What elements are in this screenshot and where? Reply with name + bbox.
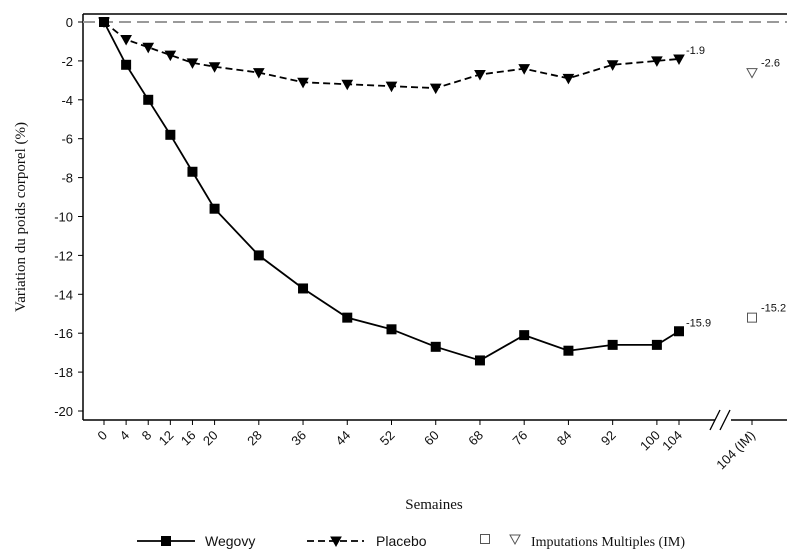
wegovy-point: [165, 129, 176, 140]
placebo-point: [673, 54, 685, 65]
placebo-point: [606, 60, 619, 71]
wegovy-point: [563, 345, 574, 356]
x-tick-label: 20: [200, 428, 221, 449]
legend-placebo-marker: [330, 536, 342, 548]
x-tick-label: 8: [139, 428, 155, 444]
placebo-point: [297, 77, 309, 89]
placebo-point: [429, 83, 442, 95]
legend-im-label: Imputations Multiples (IM): [531, 535, 685, 549]
placebo-point: [518, 64, 531, 75]
labels-group: -15.9 -1.9 -15.2 -2.6: [686, 45, 786, 329]
y-tick-label: -6: [61, 132, 73, 147]
x-tick-label: 100: [637, 428, 663, 454]
wegovy-point: [674, 326, 684, 337]
placebo-point: [164, 50, 177, 62]
y-tick-label: -16: [54, 326, 73, 341]
x-tick-label: 36: [288, 428, 309, 449]
placebo-end-label: -1.9: [686, 45, 705, 57]
wegovy-point: [298, 283, 309, 294]
wegovy-point: [253, 250, 264, 261]
y-axis-title: Variation du poids corporel (%): [13, 122, 29, 312]
y-tick-label: -12: [54, 248, 73, 263]
wegovy-point: [209, 203, 220, 214]
y-tick-label: -10: [54, 210, 73, 225]
series-group: [98, 17, 758, 366]
x-tick-label: 16: [178, 428, 199, 449]
y-tick-label: -8: [61, 171, 73, 186]
x-tick-label: 0: [94, 428, 110, 444]
placebo-point: [142, 42, 155, 54]
placebo-point: [341, 79, 354, 91]
wegovy-point: [386, 324, 397, 335]
wegovy-point: [121, 59, 132, 70]
legend-placebo-label: Placebo: [376, 533, 427, 549]
wegovy-im-label: -15.2: [761, 303, 786, 315]
x-tick-label: 28: [244, 428, 265, 449]
y-tick-label: 0: [66, 15, 73, 30]
placebo-im-label: -2.6: [761, 58, 780, 70]
x-tick-label-im: 104 (IM): [713, 428, 758, 473]
axes: 0-2-4-6-8-10-12-14-16-18-200 4 8 12 16 20 28 36…: [13, 13, 787, 513]
wegovy-point: [430, 341, 441, 352]
legend-wegovy-marker: [161, 536, 171, 546]
placebo-point: [98, 17, 110, 29]
legend-im-square-marker: [480, 534, 490, 544]
y-tick-label: -4: [61, 93, 73, 108]
y-tick-label: -2: [61, 54, 73, 69]
y-tick-label: -14: [54, 287, 73, 302]
y-tick-label: -20: [54, 404, 73, 419]
y-tick-label: -18: [54, 365, 73, 380]
x-tick-label: 60: [421, 428, 442, 449]
x-tick-label: 4: [117, 428, 133, 444]
placebo-point: [474, 70, 486, 81]
placebo-point: [252, 68, 265, 79]
wegovy-end-label: -15.9: [686, 317, 711, 329]
x-tick-label: 104: [659, 428, 685, 454]
wegovy-point: [187, 166, 198, 177]
axis-break-mark: [709, 409, 721, 431]
axis-break-mark: [719, 409, 731, 431]
placebo-point: [385, 81, 398, 93]
wegovy-point: [474, 355, 485, 366]
legend: Wegovy Placebo Imputations Multiples (IM): [137, 533, 685, 549]
x-tick-label: 68: [465, 428, 486, 449]
x-tick-label: 52: [377, 428, 398, 449]
x-tick-label: 92: [598, 428, 619, 449]
legend-wegovy-label: Wegovy: [205, 533, 255, 549]
x-tick-label: 12: [156, 428, 177, 449]
wegovy-line: [103, 21, 680, 362]
placebo-point: [651, 56, 663, 67]
placebo-point: [120, 35, 132, 46]
wegovy-point: [342, 312, 353, 323]
placebo-point: [208, 62, 221, 73]
legend-im-triangle-marker: [509, 534, 521, 546]
placebo-point: [562, 73, 575, 85]
wegovy-point: [143, 94, 154, 105]
wegovy-point: [607, 339, 618, 350]
placebo-im-point: [746, 68, 758, 79]
placebo-point: [186, 58, 199, 69]
x-axis-title: Semaines: [405, 497, 463, 513]
wegovy-im-point: [747, 312, 757, 323]
wegovy-point: [519, 330, 530, 341]
x-tick-label: 76: [509, 428, 530, 449]
wegovy-point: [651, 339, 662, 350]
x-tick-label: 44: [333, 428, 354, 449]
x-tick-label: 84: [554, 428, 575, 449]
placebo-line: [103, 21, 680, 90]
